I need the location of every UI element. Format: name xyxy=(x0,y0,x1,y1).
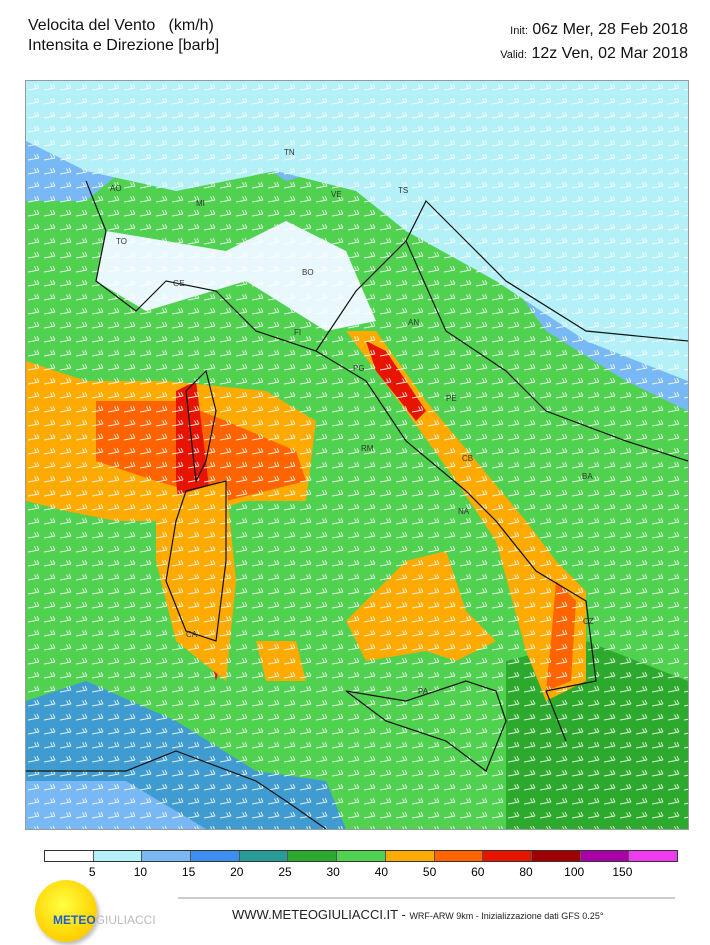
footer: WWW.METEOGIULIACCI.IT - WRF-ARW 9km - In… xyxy=(232,907,603,922)
legend-swatch xyxy=(482,851,531,861)
legend-label: 60 xyxy=(471,865,485,879)
wind-map: AO MI TO TN VE TS BO GE FI AN PG PE RM C… xyxy=(25,80,689,830)
color-legend xyxy=(44,850,678,862)
legend-swatch xyxy=(45,851,93,861)
legend-swatch xyxy=(238,851,288,861)
legend-label: 10 xyxy=(133,865,148,879)
legend-swatch xyxy=(433,851,483,861)
site-url: WWW.METEOGIULIACCI.IT xyxy=(232,907,398,922)
valid-label: Valid: xyxy=(500,49,527,61)
legend-swatch xyxy=(92,851,142,861)
legend-label: 20 xyxy=(230,865,244,879)
city-label: TN xyxy=(284,148,295,157)
init-value: 06z Mer, 28 Feb 2018 xyxy=(532,21,688,38)
city-label: TO xyxy=(116,237,127,246)
map-subtitle: Intensita e Direzione [barb] xyxy=(28,37,220,54)
legend-label: 25 xyxy=(278,865,292,879)
footer-divider xyxy=(178,897,675,899)
legend-swatch xyxy=(628,851,677,861)
legend-swatch xyxy=(190,851,239,861)
city-label: PG xyxy=(353,364,365,373)
city-label: VE xyxy=(331,190,342,199)
city-label: BO xyxy=(302,268,314,277)
valid-time: Valid: 12z Ven, 02 Mar 2018 xyxy=(500,45,688,63)
legend-label: 80 xyxy=(519,865,533,879)
legend-swatch xyxy=(141,851,191,861)
init-time: Init: 06z Mer, 28 Feb 2018 xyxy=(510,21,688,39)
legend-label: 100 xyxy=(564,865,585,879)
legend-label: 150 xyxy=(612,865,633,879)
city-label: PE xyxy=(446,394,457,403)
logo-part2: GIULIACCI xyxy=(95,913,156,927)
city-label: FI xyxy=(294,328,301,337)
city-label: RM xyxy=(361,444,374,453)
logo-part1: METEO xyxy=(53,913,96,927)
city-label: PA xyxy=(418,687,429,696)
city-label: AO xyxy=(110,184,122,193)
legend-swatch xyxy=(336,851,385,861)
city-label: GE xyxy=(173,279,185,288)
legend-swatch xyxy=(287,851,337,861)
legend-label: 40 xyxy=(374,865,389,879)
legend-swatch xyxy=(530,851,580,861)
city-label: CB xyxy=(462,454,473,463)
logo-text: METEOGIULIACCI xyxy=(53,913,156,927)
footer-sep: - xyxy=(397,907,410,922)
legend-label: 15 xyxy=(181,865,196,879)
model-info: WRF-ARW 9km - Inizializzazione dati GFS … xyxy=(409,911,604,921)
city-label: BA xyxy=(582,472,593,481)
init-label: Init: xyxy=(510,25,528,37)
city-label: CA xyxy=(186,630,198,639)
legend-label: 30 xyxy=(326,865,340,879)
meteogiuliacci-logo xyxy=(35,880,97,942)
legend-swatch xyxy=(579,851,629,861)
city-label: AN xyxy=(408,318,419,327)
city-label: TS xyxy=(398,186,408,195)
legend-label: 5 xyxy=(88,865,96,879)
city-labels: AO MI TO TN VE TS BO GE FI AN PG PE RM C… xyxy=(110,148,594,696)
city-label: NA xyxy=(458,507,470,516)
valid-value: 12z Ven, 02 Mar 2018 xyxy=(531,45,688,62)
legend-swatch xyxy=(384,851,434,861)
legend-label: 50 xyxy=(422,865,437,879)
city-label: MI xyxy=(196,199,205,208)
city-label: CZ xyxy=(583,617,594,626)
map-title: Velocita del Vento (km/h) xyxy=(28,17,214,34)
